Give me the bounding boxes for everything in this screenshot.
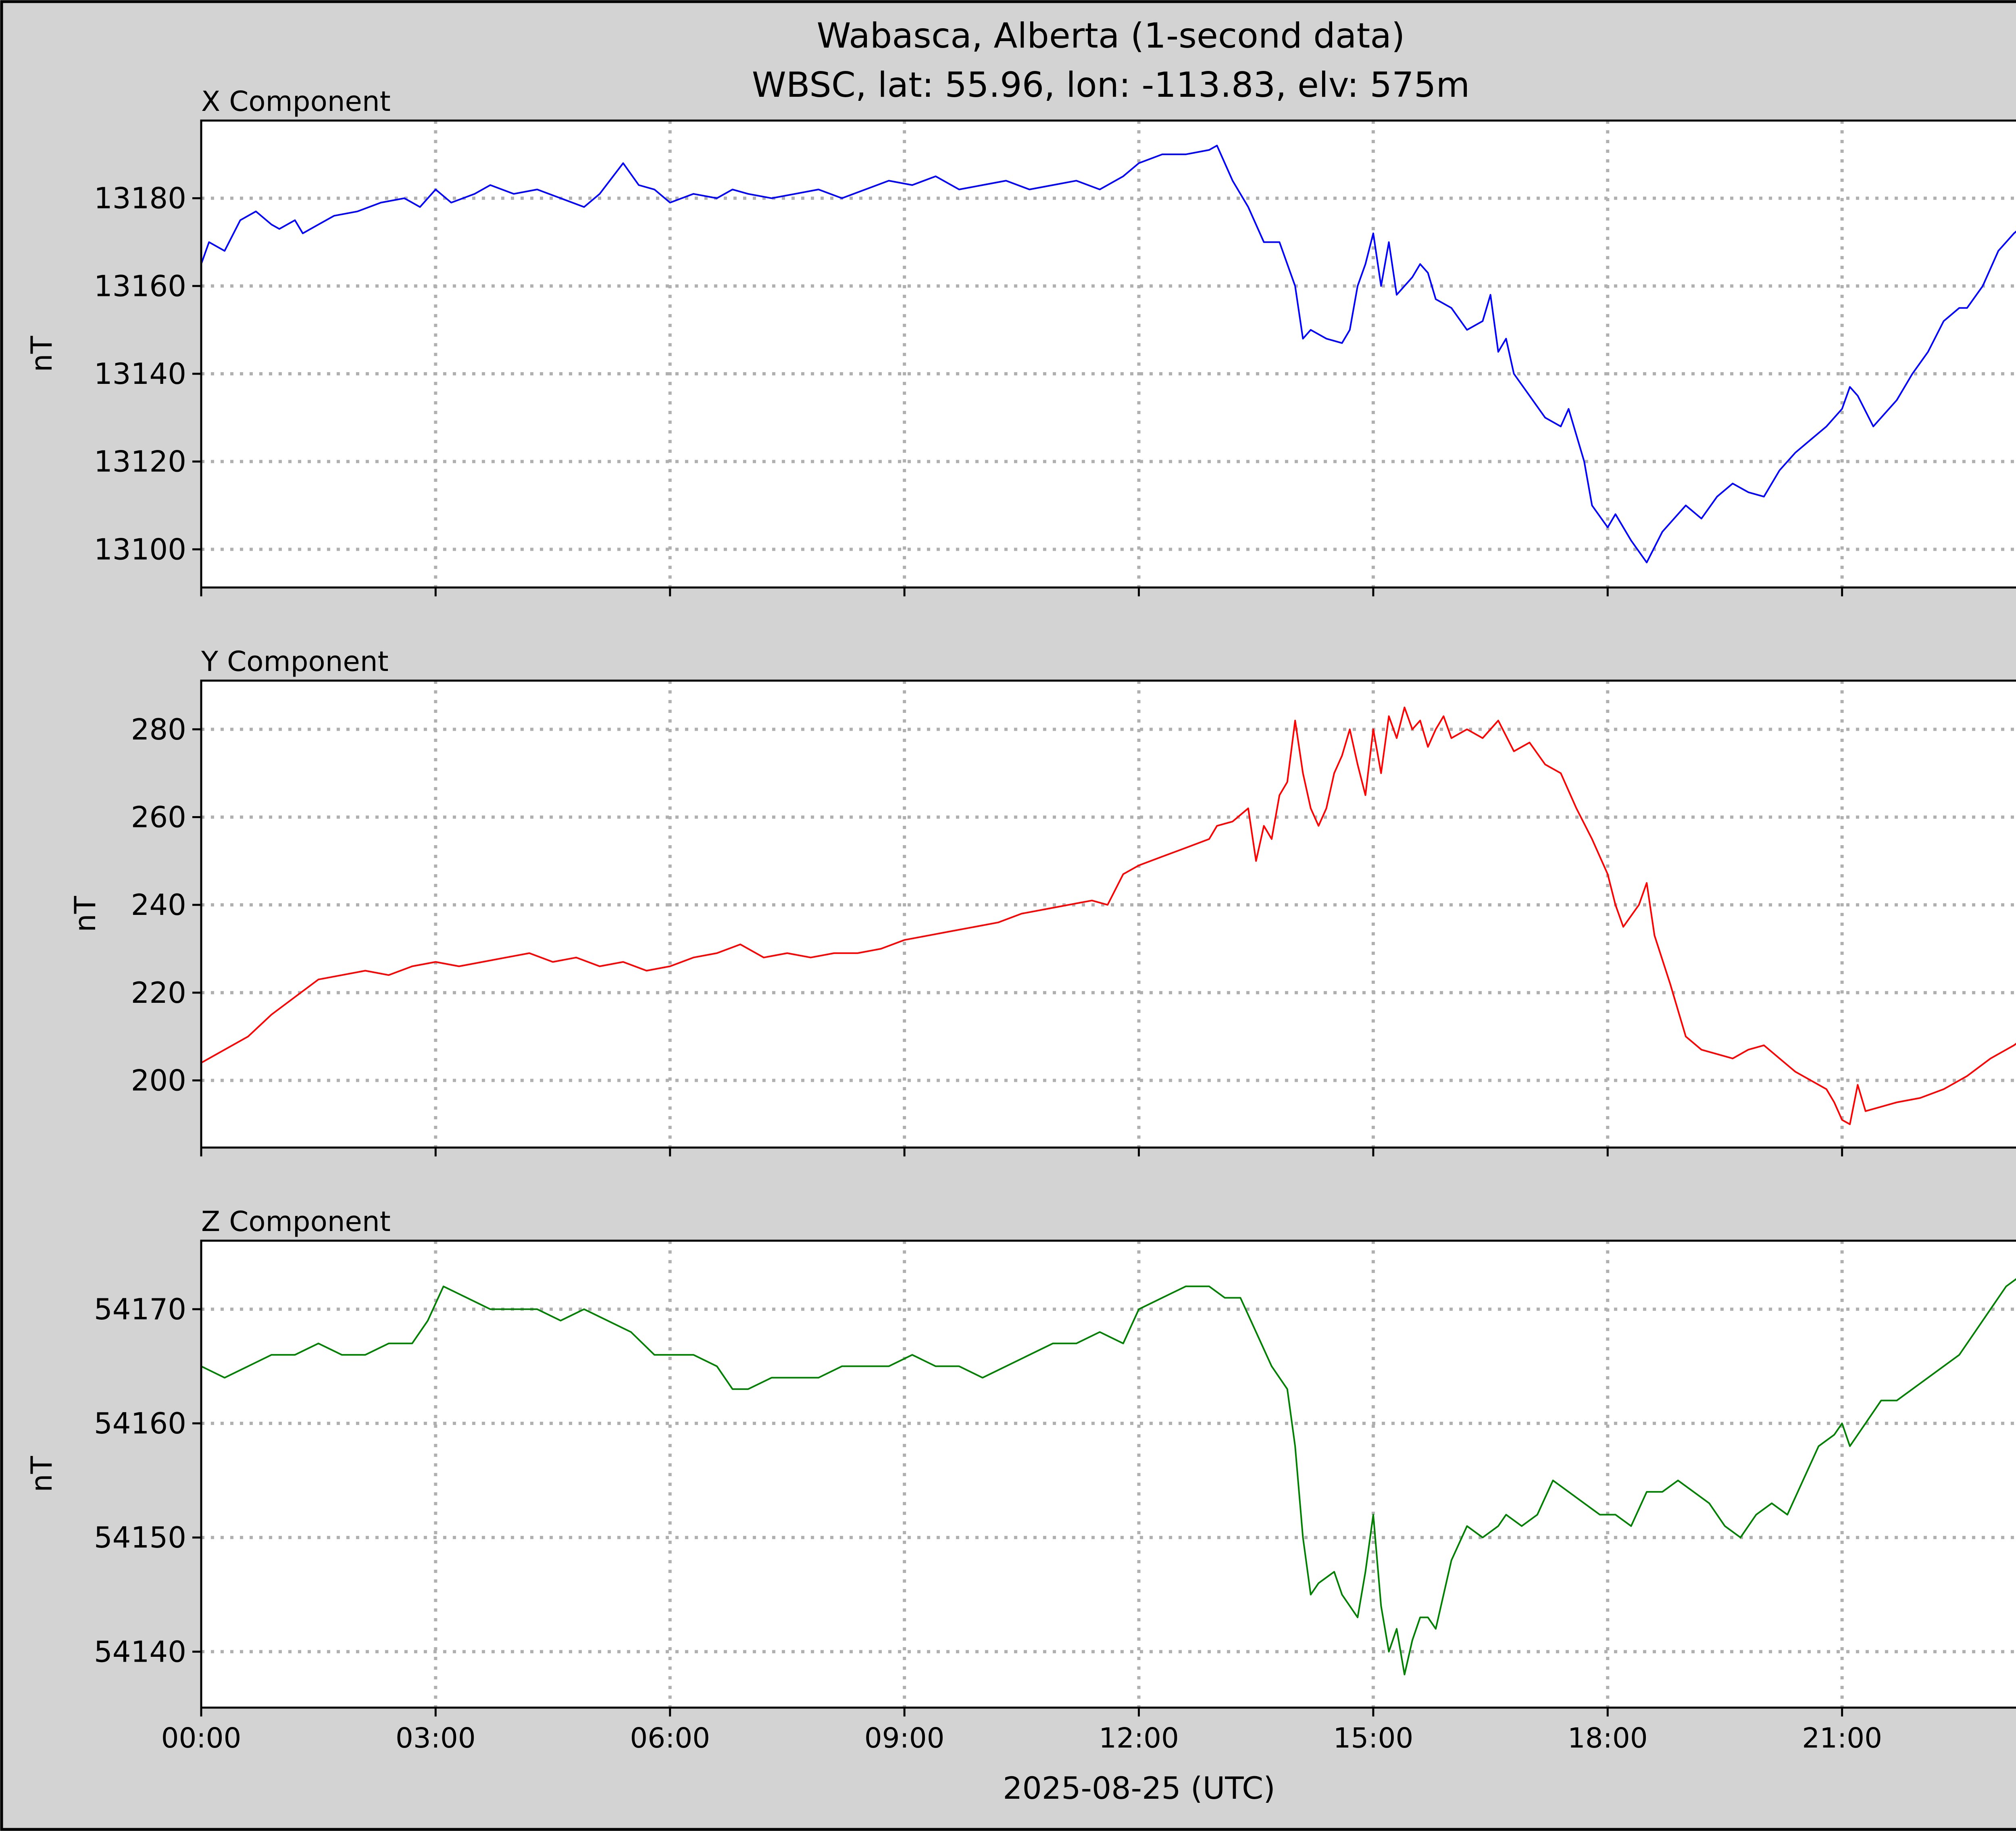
plot-area	[201, 681, 2016, 1148]
y-tick-label: 260	[131, 800, 186, 834]
y-tick-label: 54170	[94, 1292, 186, 1326]
x-tick-label: 00:00	[161, 1722, 242, 1754]
y-axis-label: nT	[25, 1456, 58, 1492]
panel-z: 00:00 03:00 06:00 09:00 12:00 15:00 18:00 21:00…	[25, 1206, 2016, 1754]
series-line-x	[200, 145, 2016, 563]
x-tick-label: 06:00	[630, 1722, 710, 1754]
plot-area	[201, 1241, 2016, 1708]
x-tick-label: 09:00	[864, 1722, 945, 1754]
plot-area	[201, 121, 2016, 587]
x-tick-label: 12:00	[1099, 1722, 1179, 1754]
x-tick-label: 15:00	[1333, 1722, 1413, 1754]
y-tick-label: 13140	[94, 357, 186, 391]
y-tick-label: 13180	[94, 181, 186, 215]
figure-title-line2: WBSC, lat: 55.96, lon: -113.83, elv: 575…	[752, 65, 1470, 105]
x-tick-label: 18:00	[1568, 1722, 1648, 1754]
series-line-z	[201, 1278, 2016, 1675]
x-tick-label: 21:00	[1802, 1722, 1882, 1754]
panel-title-z: Z Component	[201, 1206, 391, 1238]
y-tick-label: 13160	[94, 269, 186, 303]
panel-x: 13100 13120 13140 13160 13180 X Component nT	[25, 85, 2016, 596]
y-tick-label: 13120	[94, 445, 186, 479]
y-tick-label: 13100	[94, 532, 186, 566]
y-tick-label: 200	[131, 1063, 186, 1097]
y-tick-label: 54150	[94, 1521, 186, 1554]
panel-title-y: Y Component	[201, 646, 389, 678]
panel-y: 200 220 240 260 280 Y Component nT	[68, 646, 2016, 1156]
y-tick-label: 240	[131, 888, 186, 922]
x-axis-label: 2025-08-25 (UTC)	[1003, 1770, 1275, 1806]
y-axis-label: nT	[25, 335, 58, 372]
figure-title-line1: Wabasca, Alberta (1-second data)	[817, 16, 1405, 56]
y-tick-label: 54160	[94, 1406, 186, 1440]
y-axis-label: nT	[68, 896, 102, 932]
y-tick-label: 280	[131, 712, 186, 746]
y-tick-label: 54140	[94, 1635, 186, 1669]
panel-title-x: X Component	[201, 85, 391, 118]
series-line-y	[201, 706, 2016, 1125]
x-tick-label: 03:00	[396, 1722, 476, 1754]
y-tick-label: 220	[131, 976, 186, 1010]
